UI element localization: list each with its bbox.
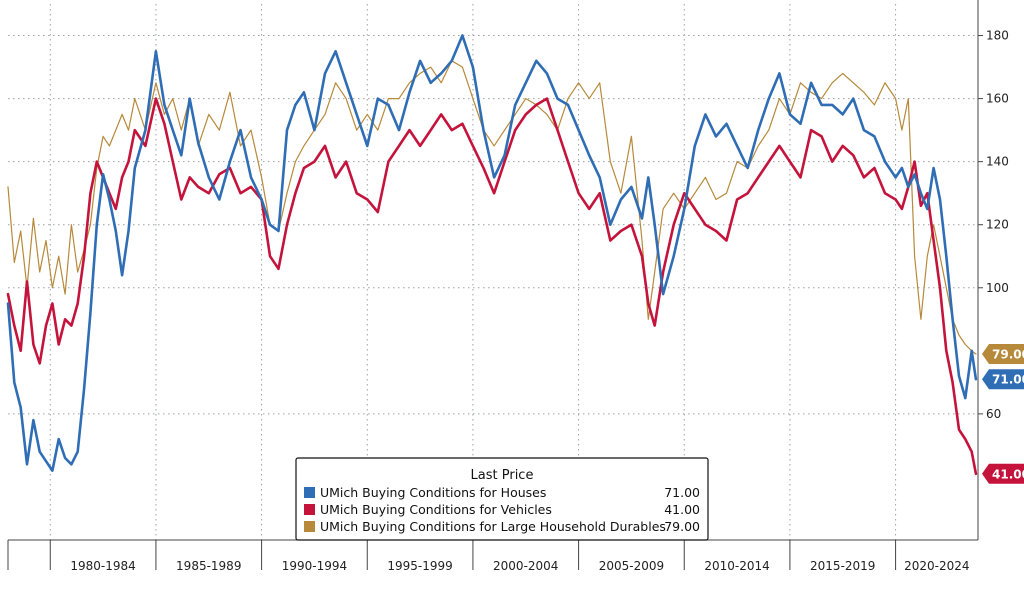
- y-tick-label: 60: [986, 407, 1001, 421]
- x-tick-label: 1990-1994: [282, 559, 347, 573]
- last-value-tag-label: 41.00: [992, 467, 1024, 481]
- last-value-tag-shape: [982, 343, 1024, 364]
- x-tick-label: 2015-2019: [810, 559, 875, 573]
- last-value-tag-2: 79.00: [982, 343, 1024, 364]
- x-tick-label: 2000-2004: [493, 559, 558, 573]
- gridlines: [8, 4, 978, 540]
- last-value-tag-label: 71.00: [992, 373, 1024, 387]
- y-tick-label: 100: [986, 281, 1009, 295]
- legend: Last Price UMich Buying Conditions for H…: [295, 457, 709, 541]
- legend-title: Last Price: [471, 468, 534, 483]
- legend-swatch: [304, 521, 315, 532]
- series-line-1: [6, 97, 978, 476]
- last-value-tags: 71.00 41.00 79.00: [982, 343, 1024, 484]
- series-lines: [6, 34, 978, 476]
- legend-entry-0: UMich Buying Conditions for Houses 71.00: [304, 485, 700, 500]
- x-tick-label: 2005-2009: [599, 559, 664, 573]
- y-tick-label: 180: [986, 29, 1009, 43]
- legend-swatch: [304, 504, 315, 515]
- legend-entry-1: UMich Buying Conditions for Vehicles 41.0…: [304, 502, 700, 517]
- legend-series-name: UMich Buying Conditions for Large Househ…: [320, 519, 666, 534]
- legend-series-value: 71.00: [664, 485, 700, 500]
- y-tick-label: 140: [986, 155, 1009, 169]
- legend-series-value: 41.00: [664, 502, 700, 517]
- x-tick-label: 2020-2024: [904, 559, 969, 573]
- last-value-tag-shape: [982, 369, 1024, 390]
- legend-series-name: UMich Buying Conditions for Vehicles: [320, 502, 552, 517]
- legend-entries: UMich Buying Conditions for Houses 71.00U…: [304, 485, 700, 534]
- last-value-tag-0: 71.00: [982, 369, 1024, 390]
- x-tick-label: 1980-1984: [70, 559, 135, 573]
- legend-series-value: 79.00: [664, 519, 700, 534]
- series-line-2: [7, 60, 977, 355]
- last-value-tag-shape: [982, 463, 1024, 484]
- legend-series-name: UMich Buying Conditions for Houses: [320, 485, 546, 500]
- legend-box: [295, 457, 709, 541]
- y-tick-label: 160: [986, 92, 1009, 106]
- last-value-tag-label: 79.00: [992, 347, 1024, 361]
- legend-entry-2: UMich Buying Conditions for Large Househ…: [304, 519, 700, 534]
- series-line-0: [6, 34, 978, 472]
- x-tick-label: 1985-1989: [176, 559, 241, 573]
- x-tick-label: 2010-2014: [704, 559, 769, 573]
- legend-swatch: [304, 487, 315, 498]
- last-value-tag-1: 41.00: [982, 463, 1024, 484]
- y-tick-label: 120: [986, 218, 1009, 232]
- x-tick-label: 1995-1999: [387, 559, 452, 573]
